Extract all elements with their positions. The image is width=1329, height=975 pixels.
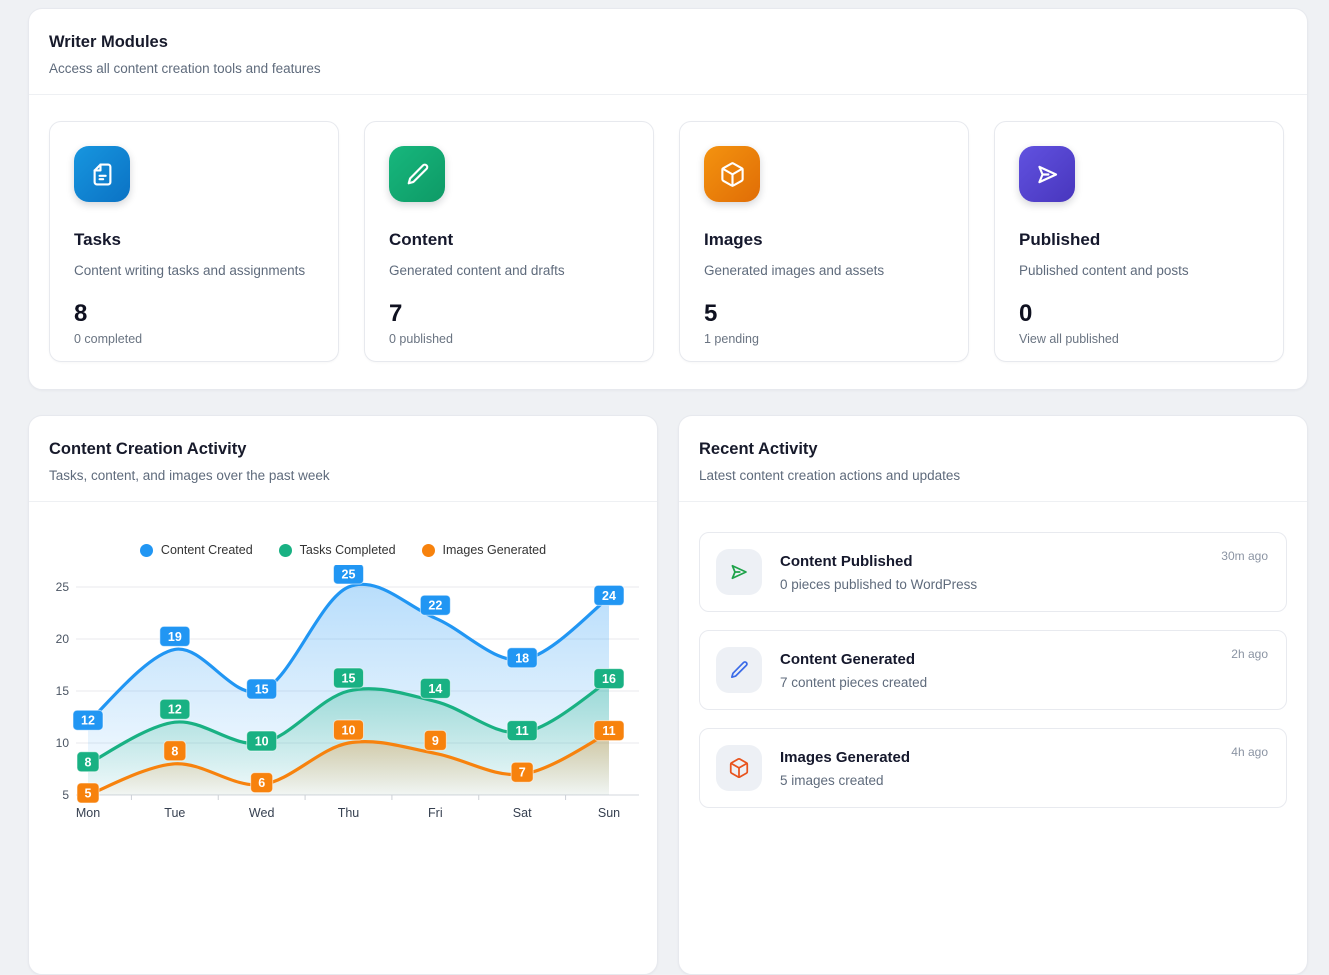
recent-activity-title: Recent Activity bbox=[699, 440, 818, 458]
svg-text:Sun: Sun bbox=[598, 806, 620, 820]
activity-timestamp: 2h ago bbox=[1231, 647, 1268, 661]
svg-text:16: 16 bbox=[602, 672, 616, 686]
recent-activity-header: Recent Activity Latest content creation … bbox=[679, 416, 1307, 502]
module-count: 0 bbox=[1019, 299, 1033, 327]
svg-text:Wed: Wed bbox=[249, 806, 275, 820]
writer-modules-panel: Writer Modules Access all content creati… bbox=[28, 8, 1308, 390]
activity-list: Content Published 0 pieces published to … bbox=[679, 502, 1307, 838]
activity-description: 5 images created bbox=[780, 772, 884, 788]
svg-text:5: 5 bbox=[85, 787, 92, 801]
legend-dot bbox=[421, 543, 435, 557]
module-card-tasks[interactable]: Tasks Content writing tasks and assignme… bbox=[49, 121, 339, 362]
chart-legend: Content Created Tasks Completed Images Gen… bbox=[49, 542, 637, 558]
svg-text:10: 10 bbox=[342, 724, 356, 738]
recent-activity-subtitle: Latest content creation actions and upda… bbox=[699, 468, 961, 483]
file-icon bbox=[74, 146, 130, 202]
activity-item-images-generated[interactable]: Images Generated 5 images created 4h ago bbox=[699, 728, 1287, 808]
chart-panel-header: Content Creation Activity Tasks, content… bbox=[29, 416, 657, 502]
module-title: Images bbox=[704, 230, 763, 249]
module-stat: View all published bbox=[1019, 331, 1119, 346]
activity-timestamp: 30m ago bbox=[1221, 549, 1268, 563]
pencil-icon bbox=[716, 647, 762, 693]
svg-text:18: 18 bbox=[515, 651, 529, 665]
activity-title: Images Generated bbox=[780, 748, 911, 766]
svg-text:Fri: Fri bbox=[428, 806, 443, 820]
legend-label: Tasks Completed bbox=[299, 543, 396, 557]
chart-body: Content Created Tasks Completed Images Gen… bbox=[29, 542, 657, 837]
activity-item-content-generated[interactable]: Content Generated 7 content pieces creat… bbox=[699, 630, 1287, 710]
svg-text:Sat: Sat bbox=[513, 806, 532, 820]
cube-icon bbox=[716, 745, 762, 791]
send-icon bbox=[1019, 146, 1075, 202]
svg-text:Mon: Mon bbox=[76, 806, 100, 820]
svg-text:6: 6 bbox=[258, 776, 265, 790]
svg-text:25: 25 bbox=[342, 568, 356, 582]
recent-activity-panel: Recent Activity Latest content creation … bbox=[678, 415, 1308, 975]
writer-modules-subtitle: Access all content creation tools and fe… bbox=[49, 61, 321, 76]
svg-text:14: 14 bbox=[428, 682, 442, 696]
legend-item[interactable]: Images Generated bbox=[421, 542, 547, 558]
module-count: 7 bbox=[389, 299, 403, 327]
svg-text:12: 12 bbox=[168, 703, 182, 717]
legend-label: Images Generated bbox=[442, 543, 547, 557]
svg-text:25: 25 bbox=[56, 580, 70, 594]
svg-text:9: 9 bbox=[432, 734, 439, 748]
module-stat: 1 pending bbox=[704, 331, 759, 346]
module-title: Tasks bbox=[74, 230, 121, 249]
legend-label: Content Created bbox=[160, 543, 253, 557]
module-stat: 0 published bbox=[389, 331, 453, 346]
legend-dot bbox=[278, 543, 292, 557]
module-card-published[interactable]: Published Published content and posts 0 … bbox=[994, 121, 1284, 362]
activity-line-chart: 5 10 15 20 25 Mon Tue Wed Thu Fri Sat Sun 12 19 15 25 22… bbox=[56, 565, 639, 820]
chart-panel-title: Content Creation Activity bbox=[49, 440, 247, 458]
module-description: Generated content and drafts bbox=[389, 263, 565, 278]
activity-title: Content Published bbox=[780, 552, 913, 570]
content-creation-activity-panel: Content Creation Activity Tasks, content… bbox=[28, 415, 658, 975]
cube-icon bbox=[704, 146, 760, 202]
svg-text:20: 20 bbox=[56, 632, 70, 646]
activity-description: 0 pieces published to WordPress bbox=[780, 576, 978, 592]
svg-text:22: 22 bbox=[428, 599, 442, 613]
svg-text:15: 15 bbox=[56, 684, 70, 698]
module-description: Published content and posts bbox=[1019, 263, 1189, 278]
module-title: Published bbox=[1019, 230, 1101, 249]
send-icon bbox=[716, 549, 762, 595]
module-description: Generated images and assets bbox=[704, 263, 885, 278]
svg-text:19: 19 bbox=[168, 630, 182, 644]
legend-item[interactable]: Content Created bbox=[139, 542, 253, 558]
module-count: 5 bbox=[704, 299, 718, 327]
svg-text:12: 12 bbox=[81, 714, 95, 728]
legend-item[interactable]: Tasks Completed bbox=[278, 542, 396, 558]
legend-dot bbox=[139, 543, 153, 557]
pencil-icon bbox=[389, 146, 445, 202]
svg-text:15: 15 bbox=[255, 683, 269, 697]
writer-modules-title: Writer Modules bbox=[49, 33, 168, 51]
module-card-content[interactable]: Content Generated content and drafts 7 0… bbox=[364, 121, 654, 362]
svg-text:10: 10 bbox=[255, 735, 269, 749]
svg-text:Thu: Thu bbox=[338, 806, 360, 820]
activity-description: 7 content pieces created bbox=[780, 674, 928, 690]
svg-text:8: 8 bbox=[85, 755, 92, 769]
module-cards-row: Tasks Content writing tasks and assignme… bbox=[29, 95, 1307, 388]
activity-title: Content Generated bbox=[780, 650, 916, 668]
svg-text:Tue: Tue bbox=[164, 806, 185, 820]
module-title: Content bbox=[389, 230, 454, 249]
svg-text:5: 5 bbox=[62, 788, 69, 802]
svg-text:8: 8 bbox=[171, 744, 178, 758]
svg-text:15: 15 bbox=[342, 672, 356, 686]
svg-text:7: 7 bbox=[519, 766, 526, 780]
module-card-images[interactable]: Images Generated images and assets 5 1 p… bbox=[679, 121, 969, 362]
chart-panel-subtitle: Tasks, content, and images over the past… bbox=[49, 468, 330, 483]
module-count: 8 bbox=[74, 299, 88, 327]
module-description: Content writing tasks and assignments bbox=[74, 263, 306, 278]
activity-timestamp: 4h ago bbox=[1231, 745, 1268, 759]
svg-text:24: 24 bbox=[602, 589, 616, 603]
svg-text:11: 11 bbox=[602, 724, 615, 738]
activity-item-content-published[interactable]: Content Published 0 pieces published to … bbox=[699, 532, 1287, 612]
svg-text:10: 10 bbox=[56, 736, 70, 750]
module-stat: 0 completed bbox=[74, 331, 143, 346]
writer-modules-header: Writer Modules Access all content creati… bbox=[29, 9, 1307, 95]
svg-text:11: 11 bbox=[516, 724, 529, 738]
